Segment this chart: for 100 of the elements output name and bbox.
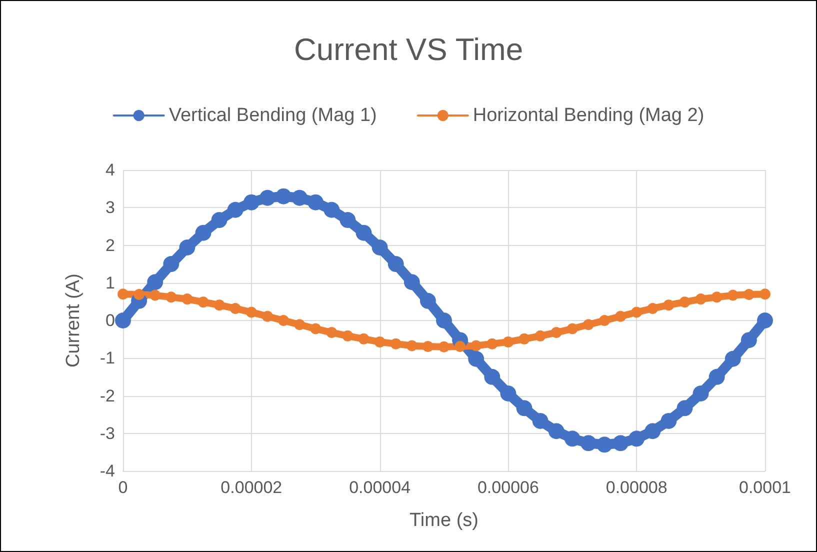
point	[647, 302, 658, 314]
point	[404, 274, 420, 290]
y-tick-label: 1	[106, 273, 115, 292]
point	[676, 400, 693, 416]
point	[422, 340, 434, 352]
point	[340, 212, 356, 228]
point	[631, 306, 642, 318]
point	[374, 336, 386, 348]
point	[182, 294, 193, 305]
point	[358, 333, 370, 344]
point	[310, 323, 322, 334]
point	[566, 323, 578, 334]
point	[660, 412, 677, 429]
y-tick-label: 3	[106, 198, 115, 218]
point	[166, 292, 177, 303]
point	[326, 327, 338, 338]
point	[502, 336, 514, 348]
point	[724, 350, 741, 367]
point	[372, 240, 388, 256]
point	[708, 368, 725, 385]
point	[757, 312, 773, 328]
point	[227, 202, 244, 218]
point	[740, 332, 757, 348]
point	[259, 190, 276, 206]
point	[628, 430, 645, 447]
x-tick-label: 0	[118, 478, 128, 497]
point	[468, 350, 484, 367]
point	[406, 340, 418, 352]
point	[727, 290, 738, 301]
point	[147, 274, 164, 290]
point	[548, 423, 564, 440]
point	[324, 202, 340, 218]
point	[644, 423, 661, 440]
point	[214, 300, 225, 311]
point	[438, 341, 450, 352]
point	[246, 306, 257, 318]
point	[582, 319, 594, 330]
x-tick-label: 0.00002	[220, 478, 282, 497]
point	[550, 327, 562, 338]
point	[615, 310, 626, 322]
point	[211, 212, 228, 228]
point	[532, 412, 548, 429]
point	[198, 296, 209, 308]
point	[454, 340, 466, 352]
point	[163, 256, 180, 272]
point	[195, 224, 212, 241]
point	[612, 435, 629, 452]
point	[580, 435, 596, 452]
point	[115, 312, 131, 328]
point	[230, 302, 241, 314]
point	[134, 289, 145, 300]
x-tick-label: 0.00004	[349, 478, 411, 497]
x-tick-label: 0.00006	[477, 478, 539, 497]
y-tick-label: -4	[100, 462, 115, 480]
legend-label: Vertical Bending (Mag 1)	[168, 105, 377, 126]
point	[179, 240, 196, 256]
point	[342, 330, 354, 342]
point	[262, 310, 273, 322]
point	[695, 294, 706, 305]
y-tick-label: -3	[100, 424, 115, 443]
point	[356, 224, 372, 241]
point	[596, 436, 612, 453]
point	[390, 338, 402, 350]
legend-label: Horizontal Bending (Mag 2)	[472, 105, 704, 126]
point	[518, 333, 530, 344]
x-tick-label: 0.00008	[606, 478, 668, 497]
point	[484, 368, 500, 385]
point	[711, 292, 722, 303]
point	[679, 296, 690, 308]
y-tick-label: 0	[106, 311, 115, 330]
point	[420, 292, 436, 309]
point	[692, 385, 709, 402]
point	[500, 385, 516, 402]
point	[118, 288, 128, 300]
y-tick-label: -2	[100, 386, 115, 406]
chart-title: Current VS Time	[294, 32, 524, 67]
point	[243, 194, 260, 210]
point	[534, 330, 546, 342]
point	[294, 319, 306, 330]
point	[599, 315, 610, 326]
y-tick-label: 4	[106, 160, 115, 180]
point	[292, 190, 308, 206]
point	[486, 338, 498, 350]
point	[564, 430, 580, 447]
x-axis-title: Time (s)	[410, 510, 478, 531]
x-tick-label: 0.0001	[739, 478, 791, 497]
point	[470, 340, 482, 352]
point	[308, 194, 324, 210]
y-tick-label: 2	[106, 236, 115, 255]
y-axis-title: Current (A)	[63, 274, 84, 368]
point	[663, 300, 674, 311]
point	[278, 315, 289, 326]
point	[150, 290, 161, 301]
point	[516, 400, 532, 416]
point	[276, 188, 292, 204]
point	[436, 312, 452, 328]
point	[743, 289, 754, 300]
point	[388, 256, 404, 272]
point	[760, 288, 770, 300]
y-tick-label: -1	[100, 348, 115, 368]
